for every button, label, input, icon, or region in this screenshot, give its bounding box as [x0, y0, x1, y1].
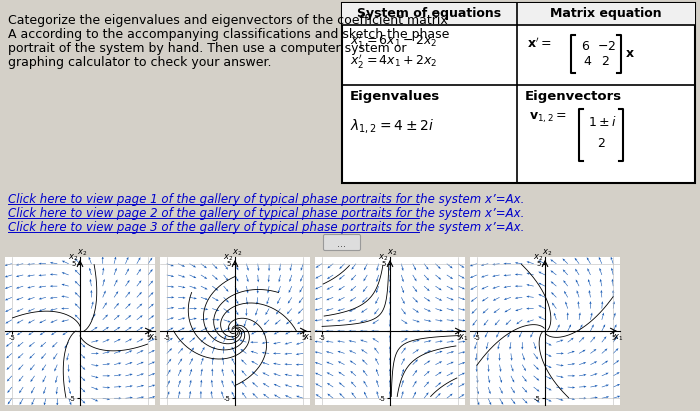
Text: $x_2$: $x_2$: [533, 253, 543, 263]
Text: $\mathbf{x}$: $\mathbf{x}$: [625, 47, 635, 60]
Text: graphing calculator to check your answer.: graphing calculator to check your answer…: [8, 56, 272, 69]
Text: $-2$: $-2$: [597, 40, 616, 53]
Text: A according to the accompanying classifications and sketch the phase: A according to the accompanying classifi…: [8, 28, 449, 41]
Text: $\lambda_{1,2} = 4 \pm 2i$: $\lambda_{1,2} = 4 \pm 2i$: [350, 117, 434, 135]
Text: $2$: $2$: [597, 137, 606, 150]
Text: $x_2$: $x_2$: [77, 247, 88, 258]
Text: $\mathbf{v}_{1,2} =$: $\mathbf{v}_{1,2} =$: [529, 111, 567, 125]
Text: $x_2$: $x_2$: [378, 253, 388, 263]
Text: $x_1' = 6x_1 - 2x_2$: $x_1' = 6x_1 - 2x_2$: [350, 32, 438, 50]
Text: $x_2$: $x_2$: [68, 253, 78, 263]
Text: 2: 2: [601, 55, 609, 68]
Text: $x_2$: $x_2$: [387, 247, 398, 258]
Text: portrait of the system by hand. Then use a computer system or: portrait of the system by hand. Then use…: [8, 42, 407, 55]
FancyBboxPatch shape: [342, 3, 695, 25]
Text: $x_2$: $x_2$: [232, 247, 242, 258]
Text: $1 \pm i$: $1 \pm i$: [588, 115, 617, 129]
Text: Eigenvectors: Eigenvectors: [525, 90, 622, 103]
FancyBboxPatch shape: [342, 3, 695, 183]
Text: $x_1$: $x_1$: [458, 332, 469, 343]
Text: 6: 6: [581, 40, 589, 53]
Text: $x_1$: $x_1$: [613, 332, 624, 343]
Text: $x_1$: $x_1$: [304, 332, 314, 343]
Text: 4: 4: [583, 55, 591, 68]
Text: $x_2$: $x_2$: [223, 253, 233, 263]
Text: Matrix equation: Matrix equation: [550, 7, 662, 20]
Text: ...: ...: [337, 238, 346, 249]
Text: $x_1$: $x_1$: [148, 332, 159, 343]
Text: Click here to view page 3 of the gallery of typical phase portraits for the syst: Click here to view page 3 of the gallery…: [8, 221, 524, 234]
Text: Eigenvalues: Eigenvalues: [350, 90, 440, 103]
Text: $\mathbf{x}' =$: $\mathbf{x}' =$: [527, 37, 552, 51]
Text: Click here to view page 1 of the gallery of typical phase portraits for the syst: Click here to view page 1 of the gallery…: [8, 193, 524, 206]
Text: System of equations: System of equations: [358, 7, 502, 20]
Text: Click here to view page 2 of the gallery of typical phase portraits for the syst: Click here to view page 2 of the gallery…: [8, 207, 524, 220]
Text: $x_2' = 4x_1 + 2x_2$: $x_2' = 4x_1 + 2x_2$: [350, 52, 438, 70]
FancyBboxPatch shape: [323, 235, 360, 250]
Text: Categorize the eigenvalues and eigenvectors of the coefficient matrix: Categorize the eigenvalues and eigenvect…: [8, 14, 448, 27]
Text: $x_2$: $x_2$: [542, 247, 552, 258]
